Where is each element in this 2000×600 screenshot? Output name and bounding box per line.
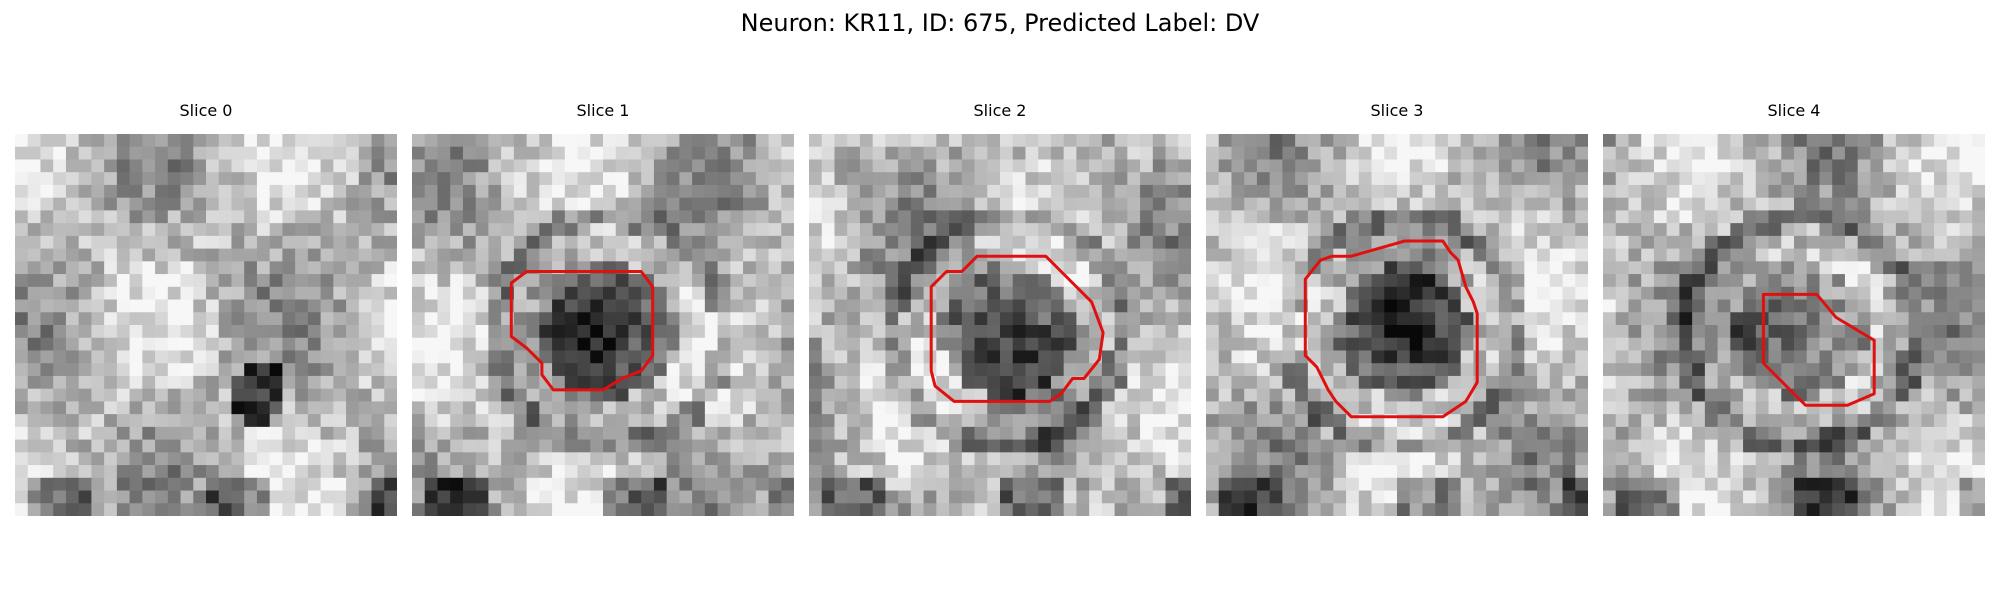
pixel-grid xyxy=(15,134,397,516)
slice-title: Slice 1 xyxy=(576,101,630,120)
slice-canvas-4 xyxy=(1603,134,1985,516)
slice-canvas-0 xyxy=(15,134,397,516)
neuron-contour xyxy=(1761,292,1876,407)
slice-panel-4: Slice 4 xyxy=(1603,100,1985,516)
slice-title: Slice 2 xyxy=(973,101,1027,120)
slice-panel-1: Slice 1 xyxy=(412,100,794,516)
slice-title: Slice 4 xyxy=(1767,101,1821,120)
slice-panel-2: Slice 2 xyxy=(809,100,1191,516)
neuron-contour xyxy=(509,270,655,392)
slice-image xyxy=(1206,134,1588,516)
neuron-contour xyxy=(929,254,1105,403)
pixel-grid xyxy=(1603,134,1985,516)
pixel-grid xyxy=(809,134,1191,516)
figure-title: Neuron: KR11, ID: 675, Predicted Label: … xyxy=(740,9,1260,37)
slice-image xyxy=(412,134,794,516)
slice-panel-0: Slice 0 xyxy=(15,100,397,516)
pixel-grid xyxy=(1206,134,1588,516)
slice-title: Slice 0 xyxy=(179,101,233,120)
slice-image xyxy=(809,134,1191,516)
slice-title: Slice 3 xyxy=(1370,101,1424,120)
pixel-grid xyxy=(412,134,794,516)
slice-image xyxy=(15,134,397,516)
slice-canvas-3 xyxy=(1206,134,1588,516)
slice-canvas-1 xyxy=(412,134,794,516)
slice-panel-3: Slice 3 xyxy=(1206,100,1588,516)
neuron-contour xyxy=(1303,239,1479,419)
slice-image xyxy=(1603,134,1985,516)
slice-canvas-2 xyxy=(809,134,1191,516)
